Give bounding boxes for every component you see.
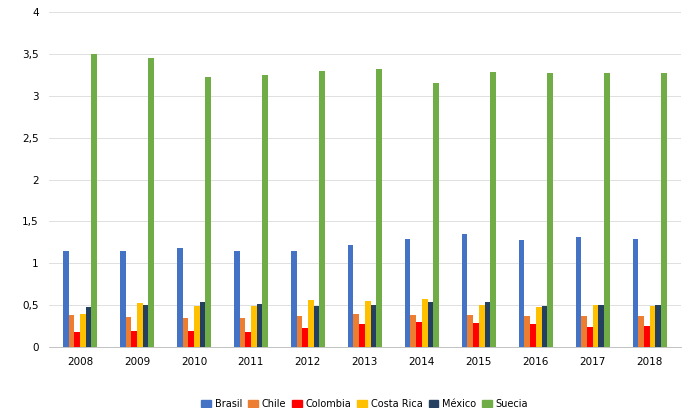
Bar [575, 237, 582, 347]
Bar [632, 239, 639, 347]
Bar [490, 73, 496, 347]
Legend: Brasil, Chile, Colombia, Costa Rica, México, Suecia: Brasil, Chile, Colombia, Costa Rica, Méx… [197, 395, 532, 408]
Bar [536, 308, 541, 347]
Bar [370, 305, 376, 347]
Bar [80, 314, 85, 347]
Bar [661, 73, 667, 347]
Bar [348, 245, 354, 347]
Bar [137, 303, 142, 347]
Bar [199, 302, 205, 347]
Bar [644, 326, 650, 347]
Bar [587, 327, 593, 347]
Bar [148, 58, 154, 347]
Bar [582, 316, 587, 347]
Bar [655, 305, 661, 347]
Bar [598, 305, 604, 347]
Bar [302, 328, 308, 347]
Bar [473, 323, 479, 347]
Bar [69, 315, 74, 347]
Bar [194, 306, 199, 347]
Bar [359, 324, 365, 347]
Bar [404, 239, 411, 347]
Bar [308, 300, 313, 347]
Bar [541, 306, 547, 347]
Bar [85, 307, 91, 347]
Bar [234, 251, 240, 347]
Bar [262, 75, 268, 347]
Bar [120, 251, 126, 347]
Bar [291, 251, 297, 347]
Bar [639, 316, 644, 347]
Bar [131, 331, 137, 347]
Bar [142, 305, 148, 347]
Bar [422, 299, 427, 347]
Bar [256, 304, 262, 347]
Bar [433, 83, 439, 347]
Bar [461, 234, 468, 347]
Bar [245, 332, 251, 347]
Bar [126, 317, 131, 347]
Bar [205, 78, 211, 347]
Bar [63, 251, 69, 347]
Bar [593, 305, 598, 347]
Bar [177, 248, 183, 347]
Bar [319, 71, 325, 347]
Bar [74, 332, 80, 347]
Bar [650, 306, 655, 347]
Bar [251, 306, 256, 347]
Bar [427, 302, 433, 347]
Bar [468, 315, 473, 347]
Bar [376, 69, 382, 347]
Bar [479, 305, 484, 347]
Bar [547, 73, 553, 347]
Bar [240, 317, 245, 347]
Bar [416, 322, 422, 347]
Bar [297, 316, 302, 347]
Bar [313, 306, 319, 347]
Bar [183, 318, 188, 347]
Bar [530, 324, 536, 347]
Bar [188, 331, 194, 347]
Bar [365, 301, 370, 347]
Bar [354, 314, 359, 347]
Bar [91, 54, 97, 347]
Bar [484, 302, 490, 347]
Bar [518, 240, 525, 347]
Bar [411, 315, 416, 347]
Bar [525, 316, 530, 347]
Bar [604, 73, 610, 347]
